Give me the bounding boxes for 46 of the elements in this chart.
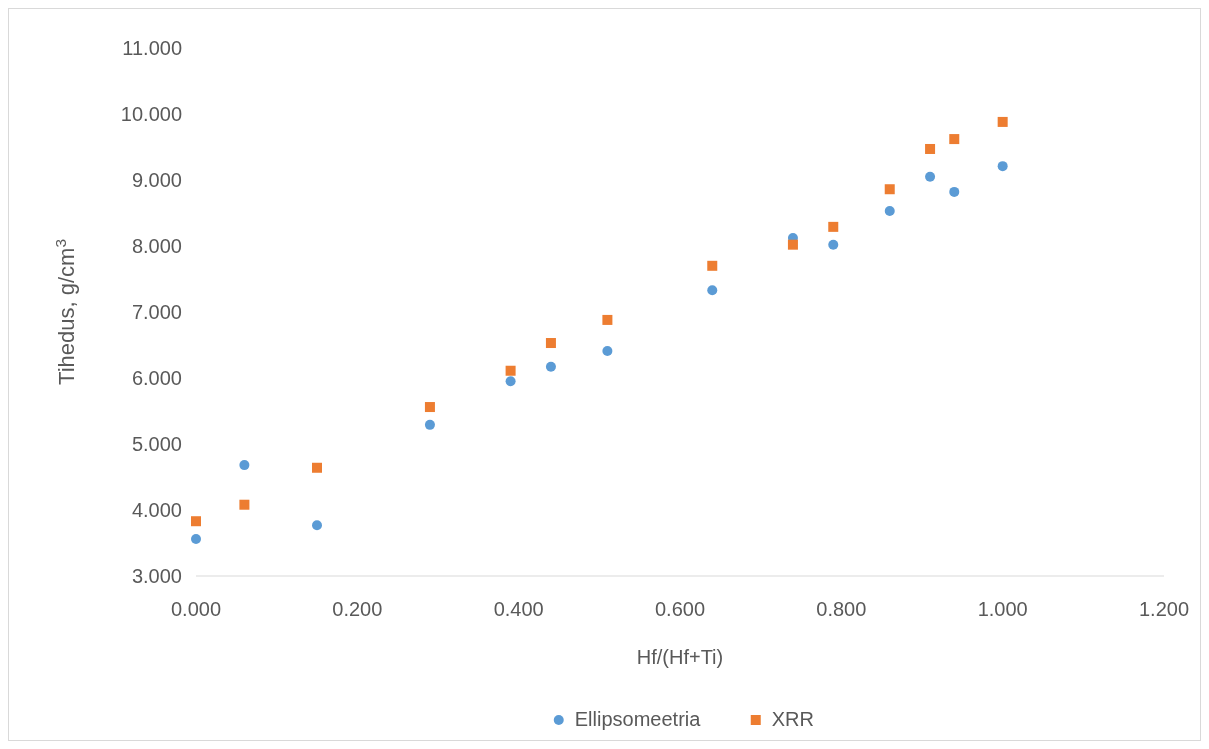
point xyxy=(997,161,1008,172)
point xyxy=(884,184,895,195)
y-tick-label: 11.000 xyxy=(122,37,182,59)
point xyxy=(191,516,201,527)
point xyxy=(545,361,556,372)
y-tick-label: 9.000 xyxy=(131,169,182,191)
point xyxy=(239,460,250,471)
x-axis-title: Hf/(Hf+Ti) xyxy=(636,646,724,668)
y-tick-label: 5.000 xyxy=(131,433,182,455)
x-tick-label: 0.600 xyxy=(654,598,706,620)
point xyxy=(925,171,936,182)
y-tick-label: 8.000 xyxy=(131,235,182,257)
x-tick-label: 0.800 xyxy=(816,598,867,620)
point xyxy=(505,376,516,387)
point xyxy=(312,462,322,473)
point xyxy=(602,345,613,356)
y-tick-label: 3.000 xyxy=(131,565,182,587)
point xyxy=(312,520,322,531)
point xyxy=(707,260,718,271)
point xyxy=(787,239,798,250)
point xyxy=(884,206,895,217)
legend-label: Ellipsomeetria xyxy=(574,708,702,730)
y-tick-label: 4.000 xyxy=(131,499,182,521)
x-tick-label: 1.000 xyxy=(977,598,1028,620)
point xyxy=(239,499,250,510)
point xyxy=(949,134,960,145)
y-tick-label: 7.000 xyxy=(131,301,182,323)
point xyxy=(602,314,613,325)
x-tick-label: 0.200 xyxy=(332,598,383,620)
point xyxy=(828,239,839,250)
point xyxy=(505,365,516,376)
y-tick-label: 6.000 xyxy=(131,367,182,389)
point xyxy=(424,419,435,430)
point xyxy=(997,116,1008,127)
x-tick-label: 0.400 xyxy=(493,598,544,620)
legend-label: XRR xyxy=(771,708,814,730)
x-tick-label: 1.200 xyxy=(1138,598,1190,620)
point xyxy=(424,402,435,413)
y-tick-label: 10.000 xyxy=(120,103,182,125)
point xyxy=(925,143,936,154)
point xyxy=(828,221,839,232)
point xyxy=(545,338,556,349)
point xyxy=(949,186,960,197)
point xyxy=(191,534,201,545)
x-tick-label: 0.000 xyxy=(170,598,222,620)
point xyxy=(707,285,718,296)
